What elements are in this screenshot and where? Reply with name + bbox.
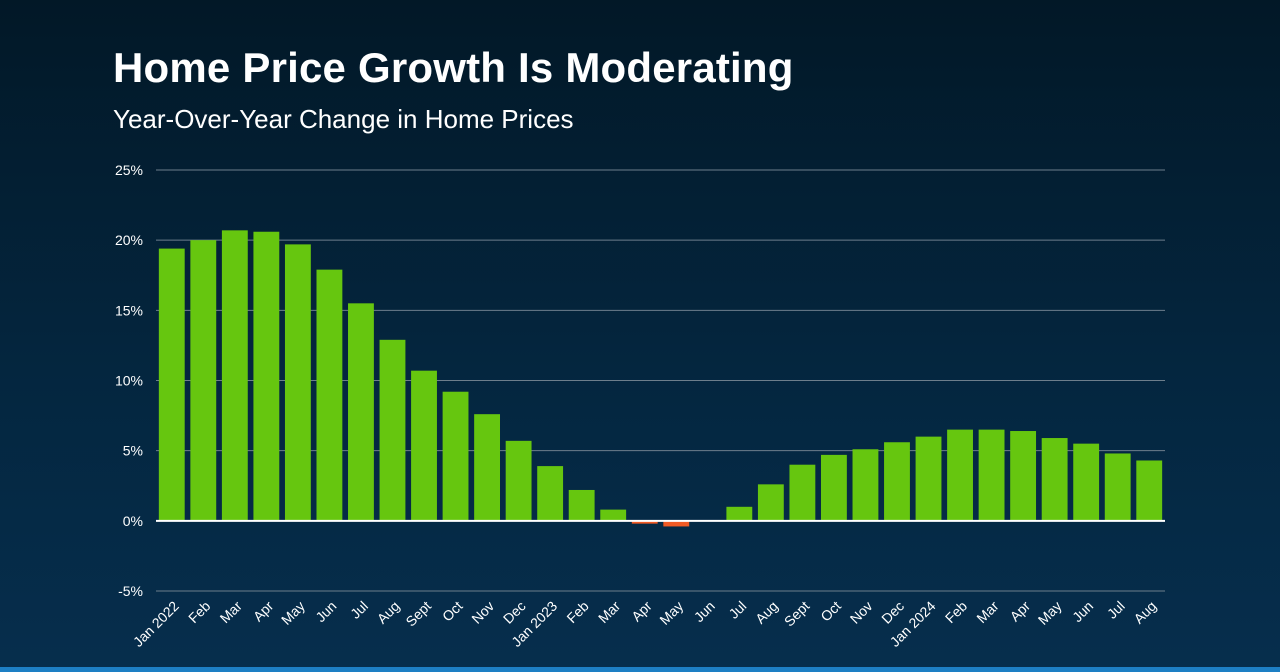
chart-title: Home Price Growth Is Moderating	[113, 44, 794, 91]
x-tick-label: Apr	[1007, 598, 1034, 625]
bar	[379, 339, 406, 521]
bar	[221, 230, 248, 521]
bar	[947, 429, 973, 521]
x-tick-label: Apr	[250, 598, 277, 625]
x-tick-label: Mar	[973, 598, 1002, 627]
bar	[915, 436, 942, 521]
bar	[1136, 460, 1163, 521]
x-tick-label: Jul	[1104, 598, 1128, 622]
bar	[505, 440, 532, 521]
x-tick-label: Oct	[817, 598, 844, 625]
x-tick-label: Jun	[1069, 598, 1096, 625]
y-tick-label: 0%	[123, 513, 143, 529]
y-tick-label: 25%	[115, 162, 143, 178]
bar	[820, 454, 847, 521]
x-tick-label: Aug	[752, 598, 781, 627]
bar	[1041, 438, 1068, 521]
x-tick-label: Jan 2022	[130, 598, 182, 650]
bar	[537, 466, 564, 521]
bar	[631, 520, 658, 524]
gridlines	[156, 169, 1165, 592]
x-tick-label: Apr	[628, 598, 655, 625]
x-tick-label: Aug	[374, 598, 403, 627]
bar	[253, 231, 280, 521]
bar	[884, 442, 910, 521]
bar	[1010, 431, 1037, 521]
chart-subtitle: Year-Over-Year Change in Home Prices	[113, 104, 574, 134]
bar	[1104, 453, 1131, 521]
y-axis-tick-labels: -5% 0% 5% 10% 15% 20% 25%	[115, 162, 143, 599]
bar	[789, 464, 816, 521]
bar	[757, 484, 784, 521]
y-tick-label: 10%	[115, 373, 143, 389]
x-tick-label: Feb	[185, 598, 214, 627]
bar	[442, 391, 469, 521]
y-tick-label: -5%	[118, 583, 143, 599]
bars	[158, 230, 1163, 527]
y-tick-label: 5%	[123, 443, 143, 459]
y-tick-label: 15%	[115, 302, 143, 318]
x-tick-label: Feb	[563, 598, 592, 627]
x-tick-label: Jul	[725, 598, 749, 622]
x-tick-label: May	[656, 598, 686, 628]
bar	[190, 240, 217, 521]
x-axis-tick-labels: Jan 2022 Feb Mar Apr May Jun Jul Aug Sept Oct Nov D…	[130, 598, 1160, 650]
y-tick-label: 20%	[115, 232, 143, 248]
x-tick-label: Mar	[217, 598, 246, 627]
bar	[411, 370, 437, 521]
x-tick-label: Sept	[781, 598, 813, 630]
x-tick-label: Jun	[312, 598, 339, 625]
x-tick-label: Feb	[942, 598, 971, 627]
bar	[852, 449, 879, 521]
bar	[474, 414, 501, 521]
x-tick-label: Sept	[402, 598, 434, 630]
bar	[316, 269, 343, 521]
bar	[726, 506, 753, 521]
bar	[158, 248, 185, 521]
x-tick-label: Jul	[347, 598, 371, 622]
x-tick-label: Nov	[847, 598, 876, 627]
bar	[600, 509, 627, 521]
bottom-accent-bar	[0, 667, 1280, 672]
x-tick-label: May	[1035, 598, 1065, 628]
x-tick-label: Oct	[439, 598, 466, 625]
bar	[348, 303, 374, 521]
bar	[1073, 443, 1100, 521]
bar	[978, 429, 1005, 521]
bar	[284, 244, 311, 521]
bar	[568, 489, 595, 521]
x-tick-label: Aug	[1130, 598, 1159, 627]
bar	[663, 520, 690, 527]
x-tick-label: Jun	[691, 598, 718, 625]
x-tick-label: Nov	[468, 598, 497, 627]
x-tick-label: May	[278, 598, 308, 628]
x-tick-label: Mar	[595, 598, 624, 627]
